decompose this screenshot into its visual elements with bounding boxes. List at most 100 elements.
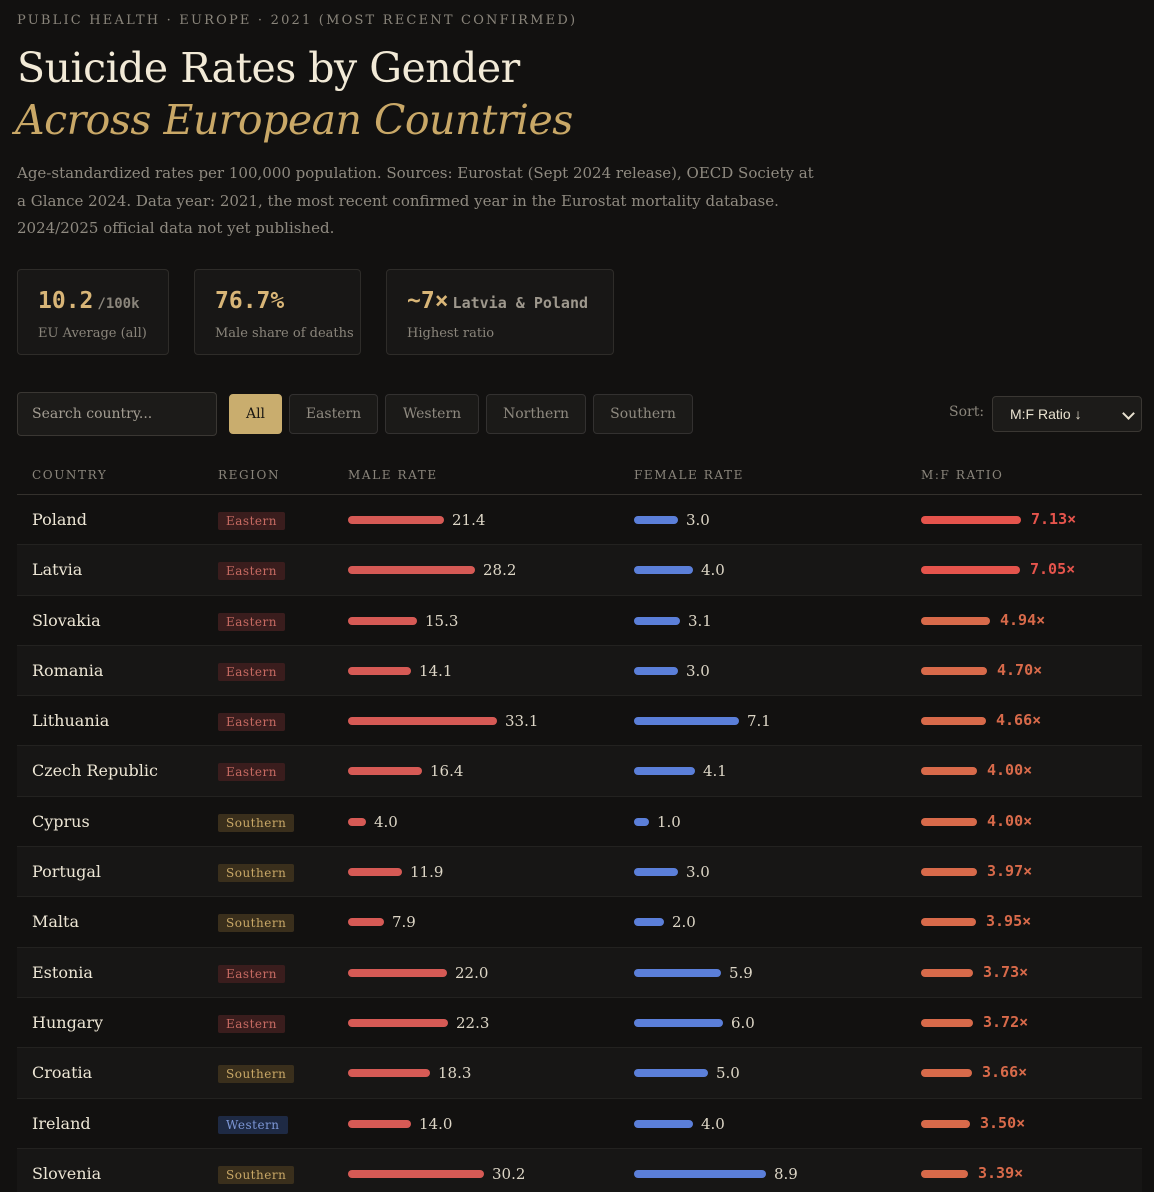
male-rate-value: 11.9: [410, 863, 444, 882]
male-rate-value: 22.3: [456, 1013, 490, 1032]
filter-northern-button[interactable]: Northern: [486, 394, 586, 434]
table-row[interactable]: Portugal Southern 11.9 3.0 3.97×: [17, 847, 1142, 898]
female-rate-bar: [634, 767, 695, 776]
table-row[interactable]: Latvia Eastern 28.2 4.0 7.05×: [17, 545, 1142, 596]
sort-value: M:F Ratio ↓: [1010, 406, 1082, 422]
female-rate-bar: [634, 616, 680, 625]
female-rate-bar: [634, 1018, 723, 1027]
female-rate-value: 4.0: [701, 1114, 725, 1133]
table-row[interactable]: Ireland Western 14.0 4.0 3.50×: [17, 1099, 1142, 1149]
stat-label: Male share of deaths: [215, 326, 354, 341]
filter-eastern-button[interactable]: Eastern: [289, 394, 378, 434]
stat-value: 10.2: [38, 288, 94, 314]
ratio-bar: [921, 767, 977, 776]
table-row[interactable]: Croatia Southern 18.3 5.0 3.66×: [17, 1048, 1142, 1099]
eyebrow: PUBLIC HEALTH · EUROPE · 2021 (MOST RECE…: [17, 13, 578, 28]
male-rate-bar: [348, 817, 366, 826]
ratio-value: 7.13×: [1031, 510, 1077, 528]
header-region[interactable]: REGION: [218, 468, 281, 482]
country-name: Croatia: [32, 1063, 93, 1083]
header-male-rate[interactable]: MALE RATE: [348, 468, 438, 482]
country-name: Hungary: [32, 1012, 104, 1032]
stat-value: ~7×: [407, 288, 449, 314]
country-name: Ireland: [32, 1113, 91, 1133]
ratio-bar: [921, 1169, 968, 1178]
male-rate-bar: [348, 616, 417, 625]
region-badge: Southern: [218, 1165, 295, 1184]
stat-unit: /100k: [97, 296, 140, 312]
sort-select[interactable]: M:F Ratio ↓: [992, 396, 1142, 432]
region-badge: Eastern: [218, 1014, 285, 1033]
male-rate-value: 14.1: [419, 661, 453, 680]
male-rate-value: 30.2: [492, 1164, 526, 1183]
page-title: Suicide Rates by Gender: [17, 44, 520, 92]
region-badge: Southern: [218, 914, 295, 933]
female-rate-value: 6.0: [731, 1013, 755, 1032]
male-rate-value: 15.3: [425, 611, 459, 630]
female-rate-value: 4.0: [701, 561, 725, 580]
table-row[interactable]: Hungary Eastern 22.3 6.0 3.72×: [17, 998, 1142, 1049]
table-row[interactable]: Cyprus Southern 4.0 1.0 4.00×: [17, 797, 1142, 848]
stat-card-eu-average: 10.2/100k EU Average (all): [17, 269, 169, 355]
male-rate-value: 33.1: [505, 712, 539, 731]
filter-western-button[interactable]: Western: [385, 394, 479, 434]
ratio-bar: [921, 968, 973, 977]
table-row[interactable]: Slovenia Southern 30.2 8.9 3.39×: [17, 1148, 1142, 1192]
filter-southern-button[interactable]: Southern: [593, 394, 693, 434]
female-rate-bar: [634, 868, 678, 877]
region-badge: Southern: [218, 864, 295, 883]
search-input[interactable]: [17, 392, 217, 436]
male-rate-bar: [348, 1119, 411, 1128]
header-country[interactable]: COUNTRY: [32, 468, 108, 482]
country-name: Malta: [32, 912, 80, 932]
stat-label: EU Average (all): [38, 326, 147, 341]
region-badge: Eastern: [218, 612, 285, 631]
header-female-rate[interactable]: FEMALE RATE: [634, 468, 744, 482]
female-rate-bar: [634, 968, 721, 977]
male-rate-bar: [348, 717, 497, 726]
female-rate-value: 3.0: [686, 661, 710, 680]
stat-card-highest-ratio: ~7× Latvia & Poland Highest ratio: [386, 269, 614, 355]
ratio-value: 3.50×: [980, 1113, 1026, 1132]
table-row[interactable]: Romania Eastern 14.1 3.0 4.70×: [17, 645, 1142, 697]
chevron-down-icon: [1122, 407, 1135, 420]
male-rate-bar: [348, 767, 422, 776]
female-rate-bar: [634, 1069, 708, 1078]
male-rate-value: 7.9: [392, 913, 416, 932]
region-badge: Southern: [218, 1065, 295, 1084]
male-rate-value: 16.4: [430, 762, 464, 781]
ratio-value: 4.70×: [997, 660, 1043, 679]
male-rate-bar: [348, 918, 384, 927]
table-row[interactable]: Malta Southern 7.9 2.0 3.95×: [17, 897, 1142, 948]
table-row[interactable]: Estonia Eastern 22.0 5.9 3.73×: [17, 947, 1142, 998]
female-rate-bar: [634, 566, 693, 575]
table-row[interactable]: Poland Eastern 21.4 3.0 7.13×: [17, 495, 1142, 546]
male-rate-bar: [348, 968, 447, 977]
ratio-value: 3.72×: [983, 1012, 1029, 1031]
ratio-value: 4.94×: [1000, 610, 1046, 629]
table-row[interactable]: Lithuania Eastern 33.1 7.1 4.66×: [17, 696, 1142, 747]
sort-label: Sort:: [949, 404, 985, 420]
country-name: Estonia: [32, 962, 93, 982]
female-rate-value: 2.0: [672, 913, 696, 932]
stat-card-male-share: 76.7% Male share of deaths: [194, 269, 361, 355]
region-badge: Eastern: [218, 662, 285, 681]
table-row[interactable]: Slovakia Eastern 15.3 3.1 4.94×: [17, 596, 1142, 646]
female-rate-bar: [634, 817, 649, 826]
male-rate-bar: [348, 1069, 430, 1078]
male-rate-value: 22.0: [455, 963, 489, 982]
region-badge: Eastern: [218, 964, 285, 983]
table-row[interactable]: Czech Republic Eastern 16.4 4.1 4.00×: [17, 746, 1142, 797]
female-rate-bar: [634, 1169, 766, 1178]
female-rate-bar: [634, 666, 678, 675]
country-name: Poland: [32, 510, 87, 529]
male-rate-bar: [348, 868, 402, 877]
male-rate-bar: [348, 566, 475, 575]
female-rate-value: 7.1: [747, 712, 771, 731]
country-name: Lithuania: [32, 711, 110, 731]
male-rate-value: 4.0: [374, 812, 398, 831]
filter-all-button[interactable]: All: [229, 394, 282, 434]
header-ratio[interactable]: M:F RATIO: [921, 468, 1004, 482]
ratio-bar: [921, 717, 986, 726]
female-rate-bar: [634, 1119, 693, 1128]
